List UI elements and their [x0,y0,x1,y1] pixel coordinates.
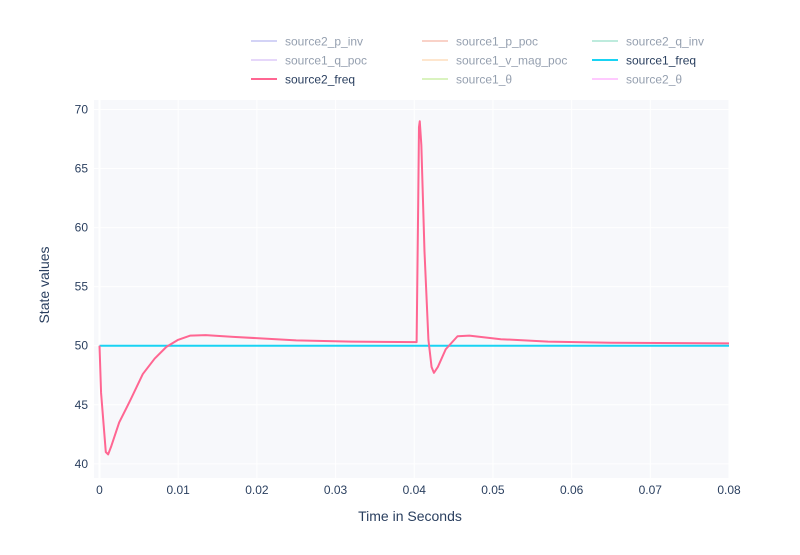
y-tick-label: 65 [75,162,89,176]
y-axis-ticks: 40 45 50 55 60 65 70 [75,102,89,470]
series-line-source2-freq [98,120,730,456]
legend-item[interactable]: source2_q_inv [592,35,704,49]
x-tick-label: 0.08 [717,483,741,497]
legend-label: source2_θ [626,73,682,87]
legend-label: source1_freq [626,54,696,68]
x-tick-label: 0.06 [560,483,584,497]
x-axis-title: Time in Seconds [358,508,462,524]
legend-item[interactable]: source1_q_poc [251,54,367,68]
y-tick-label: 70 [75,102,89,116]
y-axis-title: State values [36,246,52,323]
x-tick-label: 0.07 [639,483,663,497]
legend-item[interactable]: source2_p_inv [251,35,363,49]
legend-item[interactable]: source1_freq [592,54,696,68]
legend-label: source1_θ [456,73,512,87]
legend-item[interactable]: source2_freq [251,73,355,87]
legend-label: source1_q_poc [285,54,367,68]
y-tick-label: 50 [75,339,89,353]
series-layer [98,120,730,456]
y-tick-label: 45 [75,398,89,412]
legend-item[interactable]: source2_θ [592,73,682,87]
legend-label: source1_p_poc [456,35,538,49]
x-tick-label: 0.03 [324,483,348,497]
legend-label: source1_v_mag_poc [456,54,567,68]
y-tick-label: 55 [75,280,89,294]
y-tick-label: 60 [75,221,89,235]
legend-label: source2_q_inv [626,35,704,49]
legend-item[interactable]: source1_θ [422,73,512,87]
x-tick-label: 0.02 [245,483,269,497]
x-tick-label: 0.04 [403,483,427,497]
legend-item[interactable]: source1_p_poc [422,35,538,49]
x-tick-label: 0.05 [481,483,505,497]
legend-background [245,30,727,92]
y-tick-label: 40 [75,457,89,471]
plot-area [94,100,729,478]
x-tick-label: 0 [96,483,103,497]
legend-label: source2_p_inv [285,35,363,49]
legend-label: source2_freq [285,73,355,87]
x-tick-label: 0.01 [167,483,191,497]
legend-item[interactable]: source1_v_mag_poc [422,54,567,68]
legend[interactable]: source2_p_inv source1_p_poc source2_q_invs… [245,30,727,92]
x-axis-ticks: 0 0.01 0.02 0.03 0.04 0.05 0.06 0.07 0.08 [96,483,741,497]
